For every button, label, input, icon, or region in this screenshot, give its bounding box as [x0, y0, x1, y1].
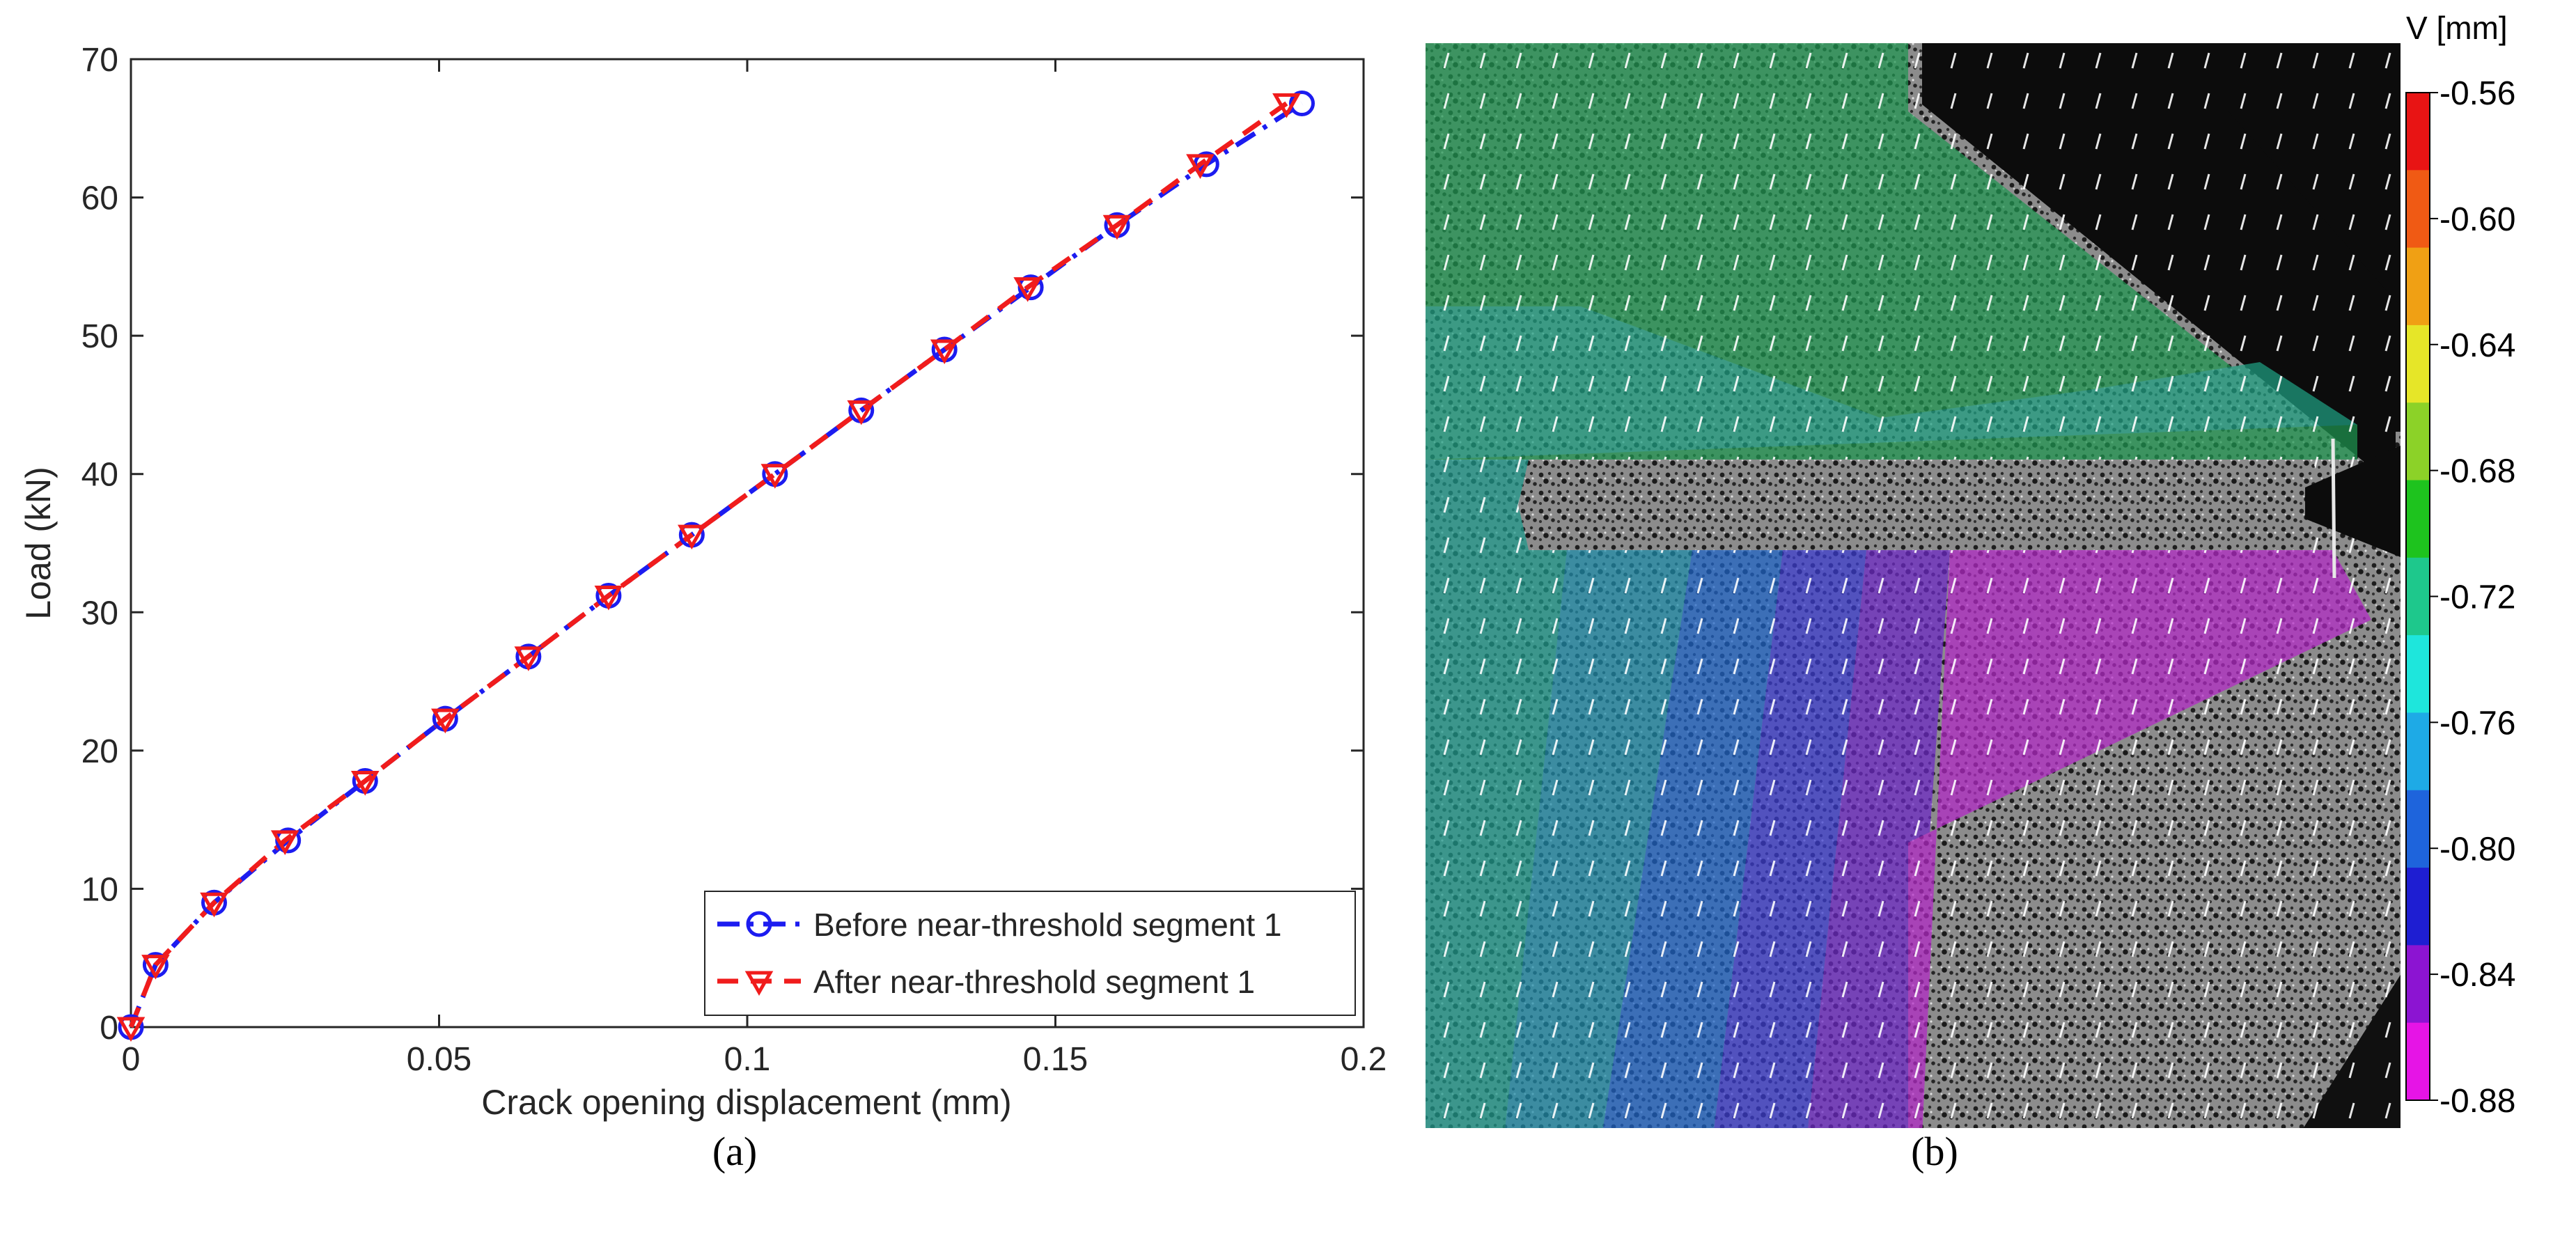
legend-marker-2	[744, 971, 774, 996]
y-tick-label: 20	[81, 733, 118, 770]
series-2-point	[1013, 277, 1042, 302]
colorbar-tick-label: -0.64	[2440, 327, 2515, 364]
colorbar-segment	[2406, 945, 2430, 1024]
x-tick-label: 0.05	[407, 1041, 471, 1078]
colorbar-tick-label: -0.88	[2440, 1083, 2515, 1120]
colorbar-segment	[2406, 247, 2430, 326]
legend-marker-1	[746, 911, 772, 937]
colorbar-tick-label: -0.60	[2440, 201, 2515, 238]
x-axis-label: Crack opening displacement (mm)	[481, 1083, 1011, 1122]
colorbar-segment	[2406, 557, 2430, 636]
colorbar-segment	[2406, 790, 2430, 868]
series-2-point	[930, 339, 959, 365]
dic-image	[1426, 43, 2401, 1128]
series-2-point	[200, 892, 228, 918]
colorbar-tick-label: -0.80	[2440, 831, 2515, 868]
colorbar: -0.56 -0.60 -0.64 -0.68 -0.72 -0.76 -0.80 -0.84…	[2405, 75, 2515, 1120]
colorbar-segment	[2406, 402, 2430, 481]
colorbar-segment	[2406, 635, 2430, 713]
legend-box	[704, 891, 1356, 1016]
legend-label-2: After near-threshold segment 1	[813, 964, 1255, 1000]
x-tick-label: 0.2	[1341, 1041, 1386, 1078]
y-tick-label: 30	[81, 595, 118, 632]
crack-gauge	[2331, 438, 2336, 579]
legend: Before near-threshold segment 1 After nea…	[704, 891, 1356, 1016]
x-tick-label: 0	[122, 1041, 141, 1078]
series-1-point	[1289, 91, 1315, 117]
colorbar-tick-label: -0.56	[2440, 75, 2515, 112]
colorbar-tick-label: -0.84	[2440, 957, 2515, 994]
series-2-point	[270, 830, 299, 855]
x-tick-label: 0.1	[724, 1041, 771, 1078]
panel-label-b: (b)	[1911, 1129, 1958, 1174]
y-axis-label: Load (kN)	[19, 467, 58, 620]
series-2-point	[760, 464, 790, 489]
series-2-point	[1272, 93, 1301, 118]
y-tick-label: 50	[81, 318, 118, 355]
panel-label-a: (a)	[712, 1129, 758, 1174]
plot-area	[130, 58, 1365, 1028]
series-2-point	[594, 585, 623, 611]
series-2-point	[1102, 214, 1132, 240]
colorbar-segment	[2406, 480, 2430, 558]
colorbar-segment	[2406, 1022, 2430, 1101]
displacement-field-map: V [mm] -0.56-0.60-0.64-0.68-0.72-0.76-0.…	[1426, 10, 2515, 1128]
colorbar-segment	[2406, 868, 2430, 946]
colorbar-segment	[2406, 170, 2430, 249]
x-tick-label: 0.15	[1023, 1041, 1088, 1078]
y-tick-label: 10	[81, 871, 118, 908]
series-2-point	[141, 955, 170, 980]
colorbar-tick-label: -0.76	[2440, 705, 2515, 742]
series-2-point	[116, 1017, 146, 1042]
y-tick-label: 0	[100, 1010, 118, 1047]
colorbar-segment	[2406, 93, 2430, 171]
colorbar-title: V [mm]	[2406, 10, 2508, 46]
y-tick-label: 70	[81, 42, 118, 79]
colorbar-segment	[2406, 324, 2430, 403]
y-tick-label: 40	[81, 457, 118, 494]
series-line-2	[128, 101, 1288, 1028]
y-tick-label: 60	[81, 180, 118, 217]
series-2-point	[514, 646, 543, 671]
notch	[1518, 460, 2401, 550]
series-2-point	[431, 708, 460, 734]
series-2-point	[847, 400, 876, 425]
colorbar-tick-label: -0.72	[2440, 579, 2515, 616]
colorbar-tick-label: -0.68	[2440, 453, 2515, 490]
series-2-point	[350, 771, 380, 796]
series-2-point	[678, 524, 706, 550]
load-cod-chart: 0 0.05 0.1 0.15 0.2 0 10 20 30 40 50 60 70 Load (kN)…	[19, 42, 1386, 1122]
series-2-point	[1186, 154, 1215, 179]
legend-label-1: Before near-threshold segment 1	[813, 907, 1282, 943]
colorbar-segment	[2406, 712, 2430, 791]
